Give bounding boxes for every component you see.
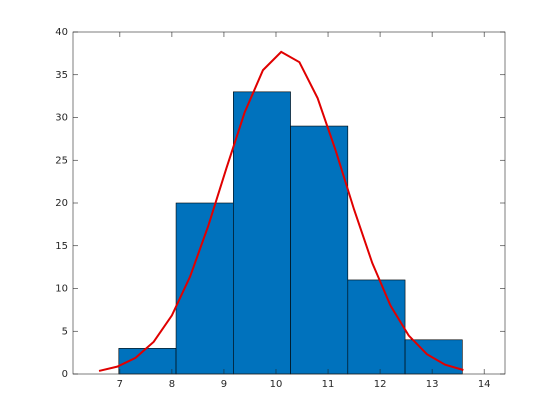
x-tick-label: 10: [270, 379, 283, 390]
x-tick-label: 9: [221, 379, 227, 390]
y-tick-label: 10: [55, 284, 68, 295]
histogram-bar: [233, 91, 291, 375]
histogram-bar: [290, 125, 349, 375]
y-tick-label: 30: [55, 113, 68, 124]
x-tick-label: 8: [169, 379, 175, 390]
histogram-bar: [347, 279, 406, 375]
x-tick-label: 11: [322, 379, 335, 390]
y-tick-label: 5: [62, 326, 68, 337]
x-tick-label: 12: [374, 379, 387, 390]
y-tick-label: 20: [55, 198, 68, 209]
x-tick-label: 14: [478, 379, 491, 390]
y-tick-label: 15: [55, 241, 68, 252]
fit-curve: [98, 50, 464, 372]
y-tick-label: 25: [55, 155, 68, 166]
x-tick-label: 7: [117, 379, 123, 390]
histogram-bar: [404, 339, 463, 375]
y-tick-label: 40: [55, 27, 68, 38]
y-tick-label: 0: [62, 369, 68, 380]
y-tick-label: 35: [55, 70, 68, 81]
x-tick-label: 13: [426, 379, 439, 390]
